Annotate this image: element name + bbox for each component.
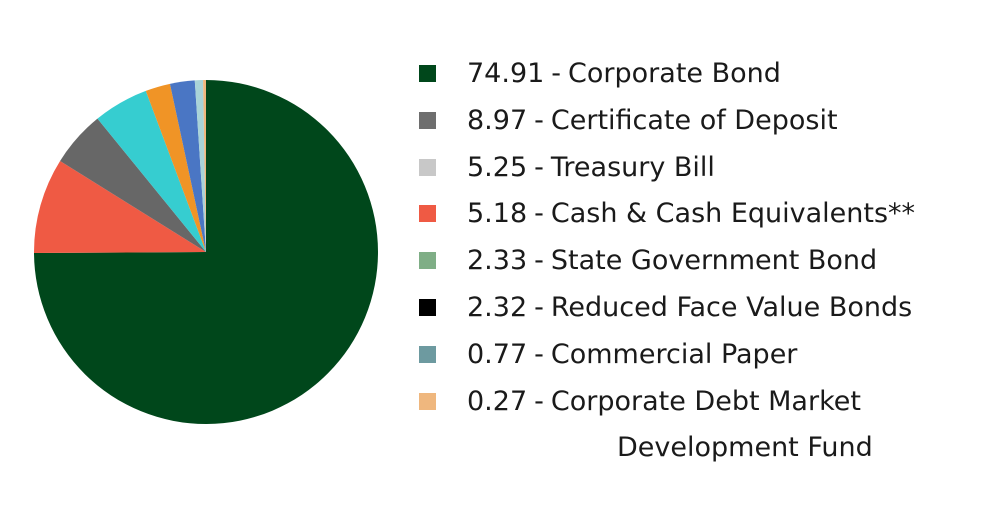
legend-swatch [419, 345, 436, 363]
legend-item: 0.27- Corporate Debt Market Development Fu… [419, 380, 915, 463]
legend-label: State Government Bond [550, 245, 878, 277]
legend-value: 0.77 [467, 338, 528, 370]
pie-slice-7 [194, 80, 206, 253]
legend-value: 5.25 [467, 151, 528, 183]
pie-slice-6 [169, 80, 206, 253]
legend-item: 5.18- Cash & Cash Equivalents** [419, 192, 915, 239]
legend-separator: - [534, 245, 544, 277]
legend-separator: - [534, 338, 544, 370]
legend-value: 8.97 [467, 104, 528, 136]
legend-label: Commercial Paper [550, 338, 798, 370]
legend-separator: - [534, 104, 544, 136]
legend-value: 5.18 [467, 198, 528, 230]
pie-slice-3 [60, 118, 206, 252]
legend-item: 2.32- Reduced Face Value Bonds [419, 286, 915, 333]
legend-label: Corporate Bond [568, 58, 781, 89]
legend-label: Reduced Face Value Bonds [550, 291, 913, 323]
legend-item: 5.25- Treasury Bill [419, 146, 915, 193]
legend-label: Corporate Debt Market [550, 385, 861, 417]
pie-slice-8 [203, 79, 206, 253]
legend-swatch [419, 65, 436, 82]
pie-slice-2 [33, 160, 206, 253]
chart-legend: 74.91- Corporate Bond 8.97- Certificate of … [419, 52, 915, 463]
pie-chart [33, 79, 378, 424]
legend-separator: - [534, 198, 544, 230]
legend-value: 0.27 [467, 385, 528, 417]
legend-separator: - [551, 58, 562, 89]
legend-value: 74.91 [467, 58, 545, 89]
pie-slice-5 [145, 83, 206, 252]
legend-value: 2.32 [467, 291, 528, 323]
pie-slices [33, 79, 378, 424]
legend-item: 74.91- Corporate Bond [419, 52, 915, 99]
legend-swatch [419, 392, 436, 410]
legend-separator: - [534, 151, 544, 183]
legend-swatch [419, 111, 436, 129]
legend-item: 0.77- Commercial Paper [419, 333, 915, 380]
legend-swatch [419, 252, 436, 270]
legend-item: 8.97- Certificate of Deposit [419, 99, 915, 146]
legend-swatch [419, 205, 436, 223]
legend-separator: - [534, 291, 544, 323]
pie-slice-1 [34, 80, 378, 424]
legend-label: Certificate of Deposit [550, 104, 838, 136]
pie-slice-4 [97, 90, 206, 252]
legend-swatch [419, 298, 436, 316]
legend-value: 2.33 [467, 245, 528, 277]
legend-label: Cash & Cash Equivalents** [550, 198, 916, 230]
legend-separator: - [534, 385, 544, 417]
legend-item: 2.33- State Government Bond [419, 239, 915, 286]
legend-label-continuation: Development Fund [617, 431, 873, 463]
legend-swatch [419, 158, 436, 176]
legend-label: Treasury Bill [550, 151, 715, 183]
